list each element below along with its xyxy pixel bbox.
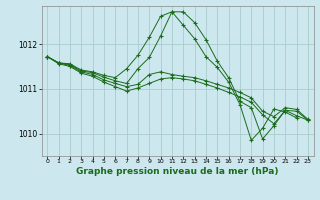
X-axis label: Graphe pression niveau de la mer (hPa): Graphe pression niveau de la mer (hPa) (76, 167, 279, 176)
